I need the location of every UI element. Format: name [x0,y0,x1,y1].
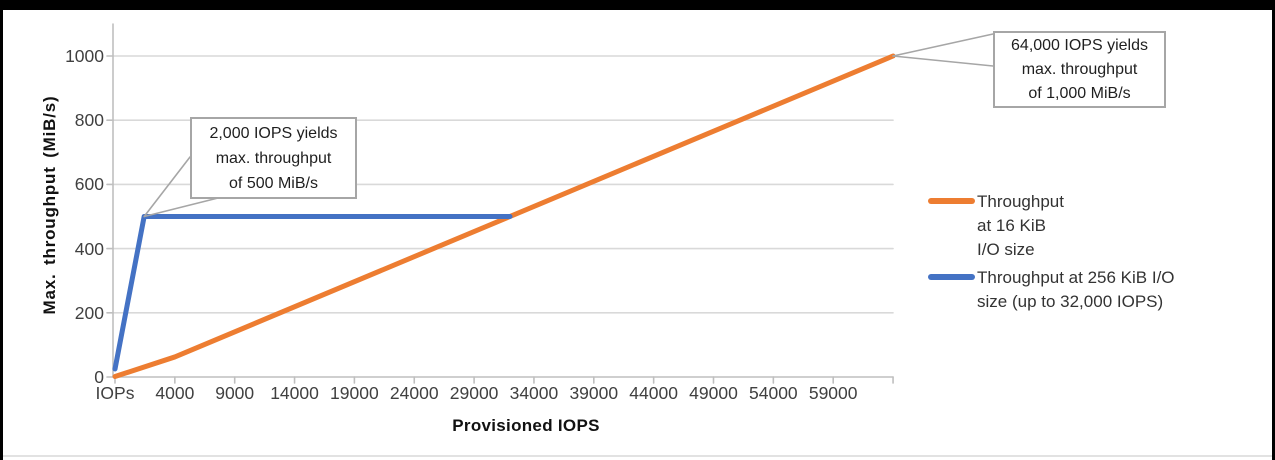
window-border-left [0,0,3,460]
x-tick-label: 9000 [215,383,255,403]
legend-item-256kib: Throughput at 256 KiB I/O size (up to 32… [928,266,1205,314]
annotation-2000-iops: 2,000 IOPS yields max. throughput of 500… [190,117,357,199]
y-tick-label: 200 [74,302,104,323]
legend-item-16kib: Throughput at 16 KiB I/O size [928,190,1064,262]
y-tick-label: 600 [74,174,104,195]
y-tick-label: 0 [94,367,104,387]
x-tick-label: 29000 [449,383,499,403]
x-tick-label: 19000 [330,383,379,403]
annotation-line: max. throughput [1021,60,1138,78]
legend-label: Throughput at 16 KiB I/O size [977,192,1064,259]
x-tick-label: 4000 [155,383,195,403]
series-line [112,53,896,379]
x-axis-title: Provisioned IOPS [452,416,600,435]
window-border-top [0,0,1275,10]
y-tick-label: 800 [74,110,104,131]
legend-swatch-orange [928,198,975,204]
window-border-right [1272,0,1275,460]
annotation-line: of 500 MiB/s [229,174,318,192]
legend-label: Throughput at 256 KiB I/O size (up to 32… [977,268,1175,311]
axes [106,23,894,384]
x-tick-label: 34000 [509,383,559,403]
legend-swatch-blue [928,274,975,280]
annotation-line: max. throughput [215,149,332,167]
series-lines [112,53,896,379]
x-tick-label: IOPs [95,383,135,403]
annotation-64000-iops: 64,000 IOPS yields max. throughput of 1,… [993,31,1166,108]
x-tick-label: 49000 [689,383,738,403]
x-tick-label: 44000 [629,383,678,403]
x-tick-label: 59000 [808,383,858,403]
x-tick-label: 39000 [569,383,619,403]
callout-leader-lines [143,33,994,218]
annotation-line: 2,000 IOPS yields [209,124,338,142]
y-tick-label: 400 [74,238,104,259]
window-bottom-edge [3,455,1272,457]
annotation-line: 64,000 IOPS yields [1011,36,1148,54]
annotation-line: of 1,000 MiB/s [1028,84,1131,102]
y-tick-label: 1000 [65,46,104,66]
x-tick-label: 24000 [389,383,439,403]
x-tick-label: 54000 [749,383,798,403]
x-tick-label: 14000 [270,383,319,403]
